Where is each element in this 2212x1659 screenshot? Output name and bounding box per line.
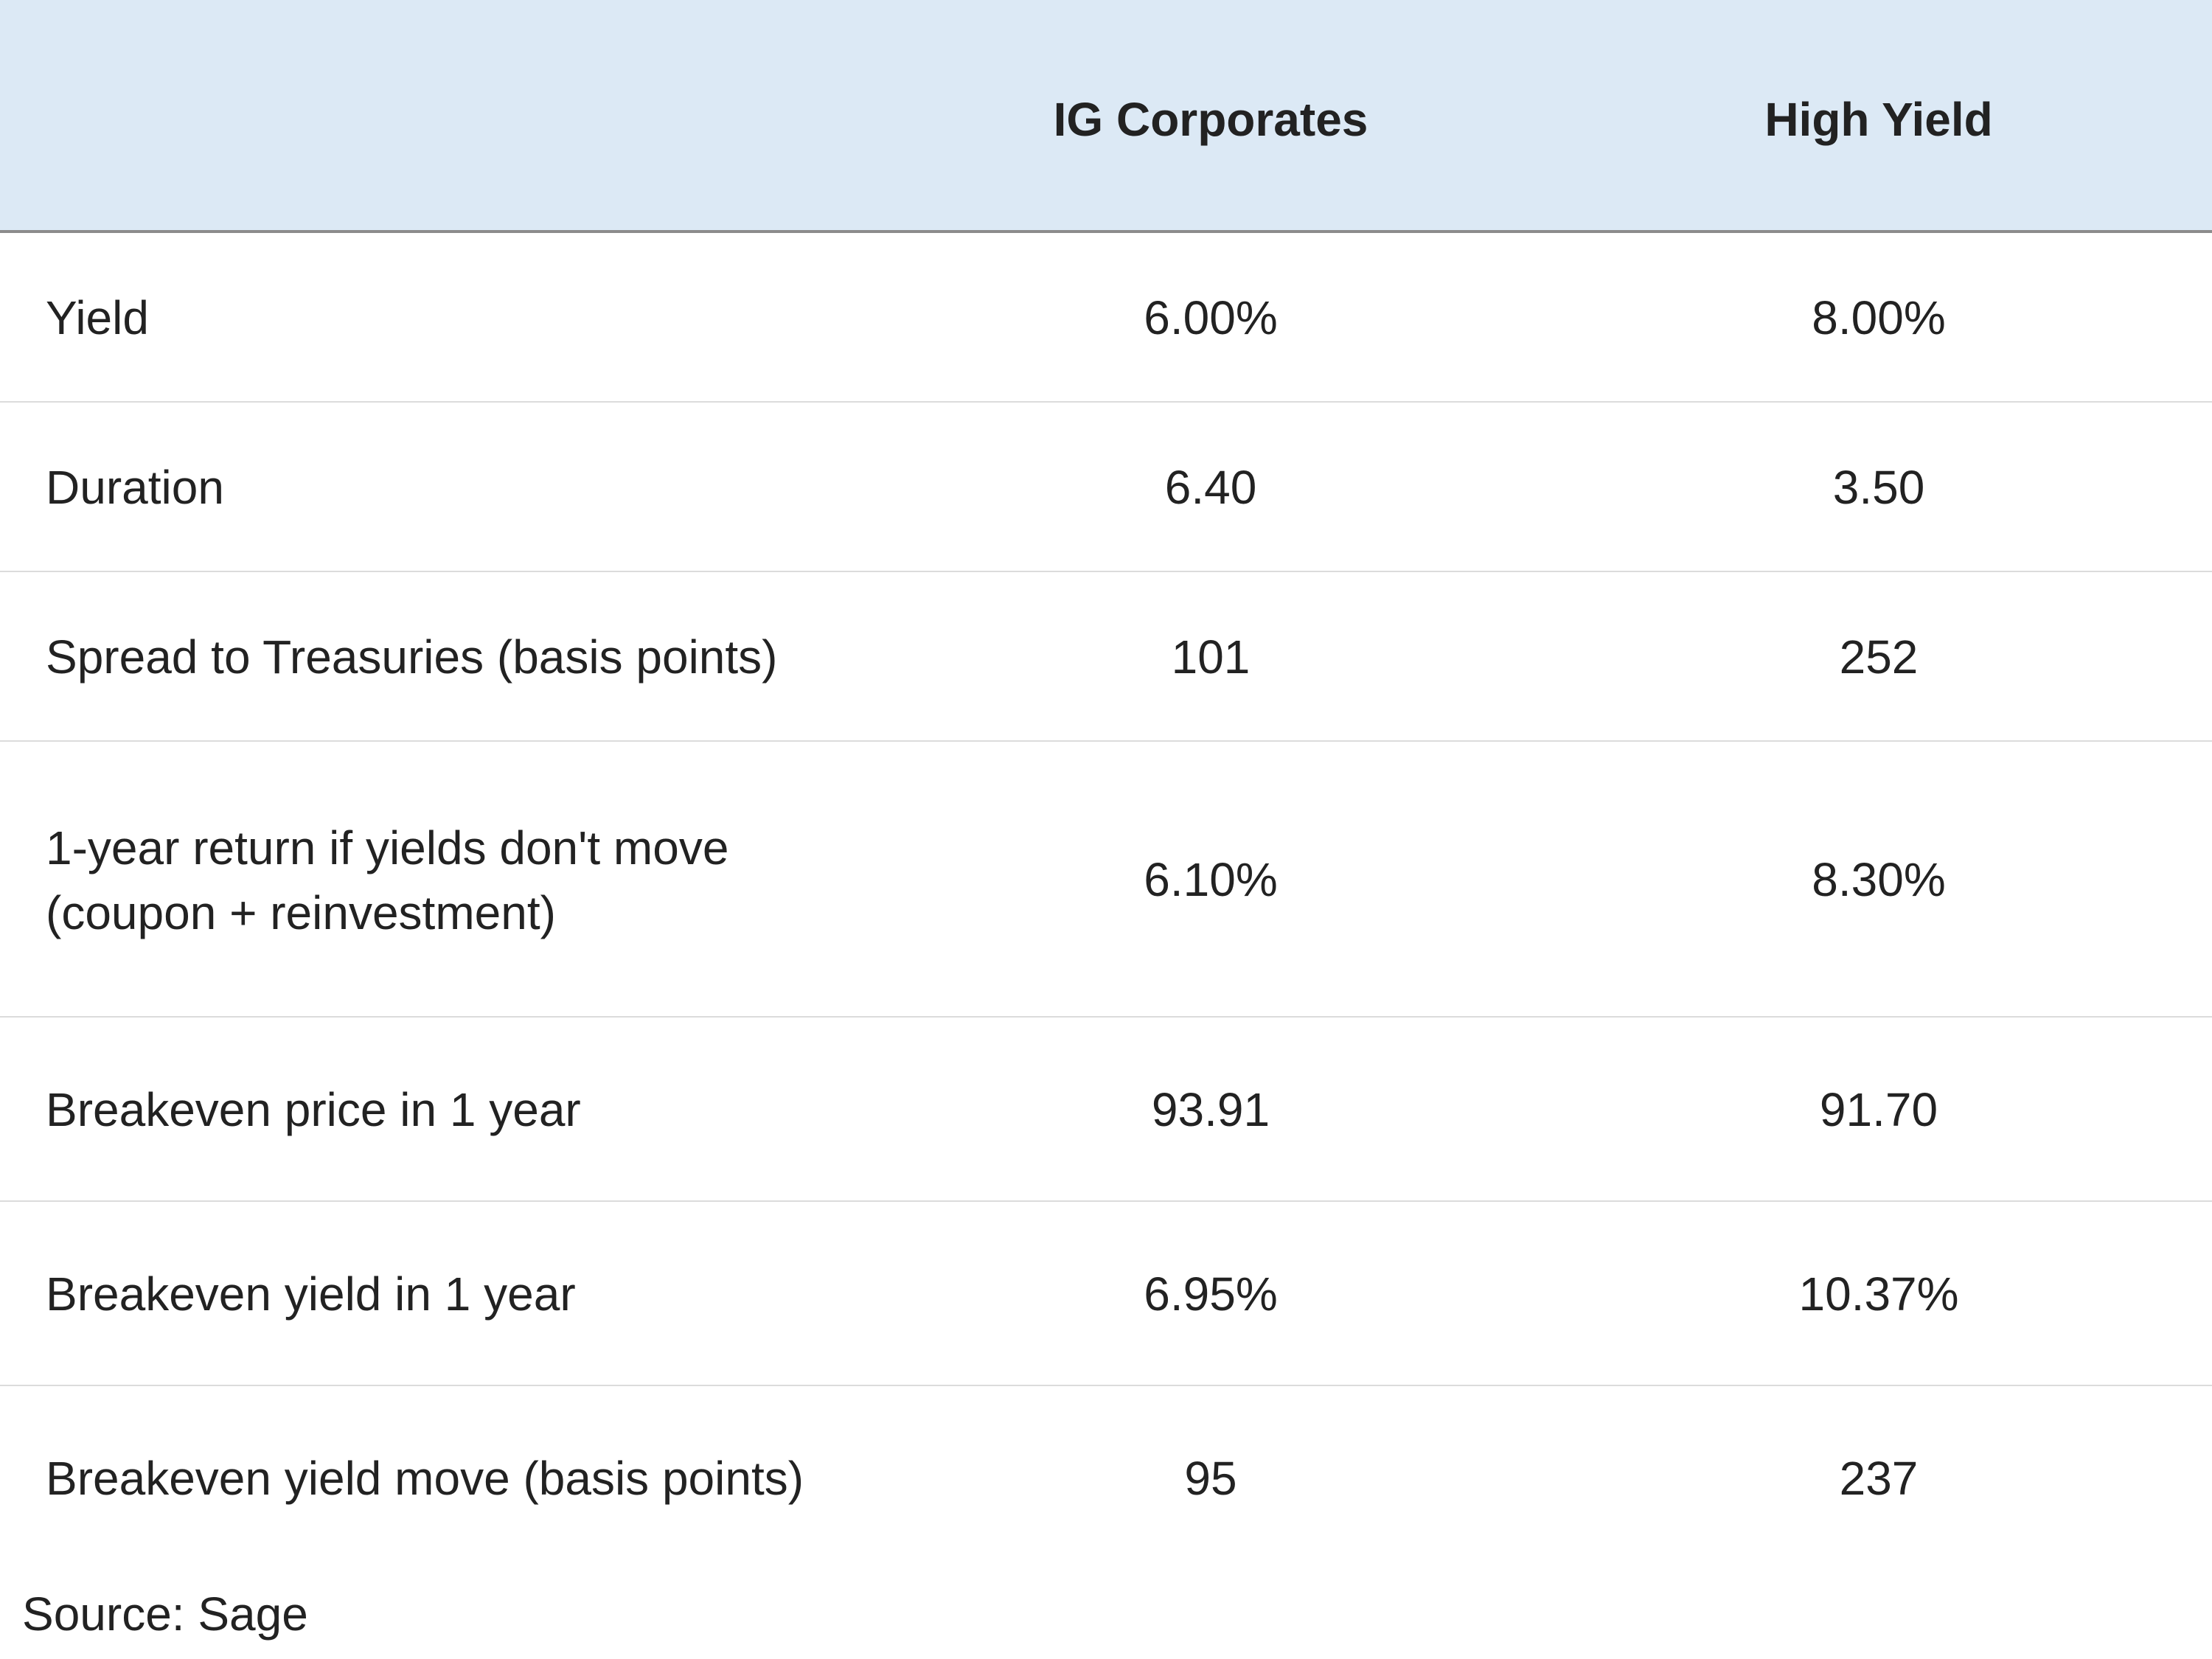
- cell-ig-corporates: 6.95%: [1144, 1267, 1278, 1321]
- cell-high-yield: 10.37%: [1798, 1267, 1959, 1321]
- row-label: Spread to Treasuries (basis points): [46, 630, 778, 684]
- table-row: Breakeven price in 1 year 93.91 91.70: [0, 1018, 2212, 1202]
- cell-high-yield: 8.00%: [1812, 291, 1946, 344]
- row-label: 1-year return if yields don't move (coup…: [46, 821, 729, 939]
- column-header-high-yield: High Yield: [1764, 93, 1993, 146]
- table-row: Breakeven yield move (basis points) 95 2…: [0, 1386, 2212, 1571]
- cell-high-yield: 252: [1839, 630, 1919, 684]
- row-label: Duration: [46, 461, 224, 514]
- table-row: Yield 6.00% 8.00%: [0, 233, 2212, 403]
- cell-high-yield: 237: [1839, 1452, 1919, 1505]
- cell-ig-corporates: 101: [1171, 630, 1251, 684]
- row-label: Breakeven yield move (basis points): [46, 1452, 804, 1505]
- cell-ig-corporates: 93.91: [1151, 1083, 1270, 1136]
- source-note: Source: Sage: [22, 1587, 308, 1641]
- table-row: Spread to Treasuries (basis points) 101 …: [0, 572, 2212, 742]
- cell-ig-corporates: 95: [1184, 1452, 1237, 1505]
- row-label: Breakeven yield in 1 year: [46, 1267, 576, 1321]
- cell-ig-corporates: 6.10%: [1144, 853, 1278, 906]
- cell-high-yield: 8.30%: [1812, 853, 1946, 906]
- cell-ig-corporates: 6.40: [1164, 461, 1257, 514]
- cell-high-yield: 3.50: [1832, 461, 1925, 514]
- row-label: Yield: [46, 291, 149, 344]
- table-header: IG Corporates High Yield: [0, 0, 2212, 233]
- row-label: Breakeven price in 1 year: [46, 1083, 581, 1136]
- table-row: Duration 6.40 3.50: [0, 403, 2212, 572]
- table-row: 1-year return if yields don't move (coup…: [0, 742, 2212, 1018]
- cell-ig-corporates: 6.00%: [1144, 291, 1278, 344]
- column-header-ig-corporates: IG Corporates: [1053, 93, 1368, 146]
- table-row: Breakeven yield in 1 year 6.95% 10.37%: [0, 1202, 2212, 1386]
- cell-high-yield: 91.70: [1819, 1083, 1938, 1136]
